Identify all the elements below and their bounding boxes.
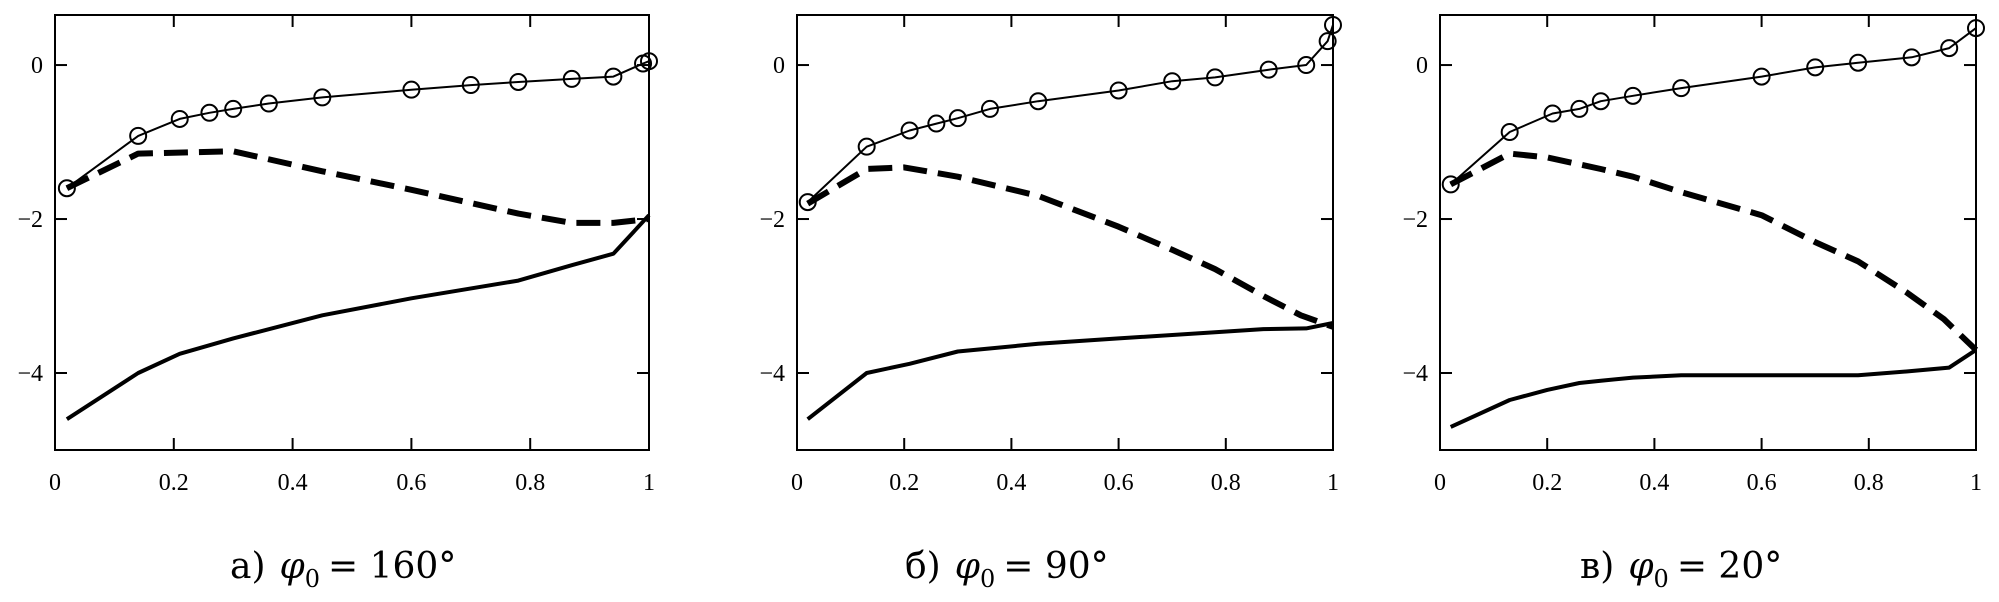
series-line-dashed (1449, 150, 1979, 353)
x-tick-label: 0 (49, 470, 61, 496)
plot-frame (796, 14, 1334, 451)
series-point-circle (1623, 86, 1642, 105)
series-point-circle (1806, 58, 1825, 77)
x-tick-label: 0.4 (996, 470, 1026, 496)
y-tick-label: −4 (759, 361, 785, 387)
caption-subscript: 0 (305, 565, 320, 593)
panel-caption: б) φ0 = 90° (905, 546, 1109, 593)
series-point-circle (1441, 175, 1460, 194)
chart-panel-1: 0 0.2 0.4 0.6 0.8 10−2−4а) φ0 = 160° (17, 14, 658, 593)
caption-prefix: в) (1580, 546, 1614, 587)
series-point-circle (980, 99, 999, 118)
caption-variable: φ (1628, 546, 1654, 587)
series-point-circle (1029, 92, 1048, 111)
x-tick-label: 0.4 (1639, 470, 1669, 496)
series-line-solid (806, 321, 1334, 421)
y-tick-label: −4 (17, 361, 43, 387)
x-tick-label: 0.6 (396, 470, 426, 496)
series-point-circle (1902, 48, 1921, 67)
y-tick-label: −4 (1402, 361, 1428, 387)
series-point-circle (313, 88, 332, 107)
caption-subscript: 0 (980, 565, 995, 593)
series-point-circle (200, 103, 219, 122)
caption-variable: φ (280, 546, 306, 587)
caption-value: = 20° (1677, 546, 1782, 587)
y-tick-label: 0 (1416, 53, 1428, 79)
series-point-circle (1570, 99, 1589, 118)
series-point-circle (402, 80, 421, 99)
series-point-circle (1849, 53, 1868, 72)
series-point-circle (1297, 56, 1316, 75)
series-point-circle (259, 94, 278, 113)
series-point-circle (170, 109, 189, 128)
series-line-circles (66, 60, 650, 190)
series-line-dashed (65, 148, 650, 226)
series-line-solid (65, 213, 651, 421)
series-point-circle (1500, 123, 1519, 142)
series-line-solid (1449, 348, 1978, 429)
y-tick-label: −2 (17, 207, 43, 233)
x-tick-label: 0.6 (1104, 470, 1134, 496)
series-point-circle (1672, 79, 1691, 98)
series-point-circle (927, 114, 946, 133)
series-point-circle (604, 67, 623, 86)
series-point-circle (1163, 72, 1182, 91)
panel-caption: а) φ0 = 160° (230, 546, 456, 593)
series-point-circle (640, 52, 658, 71)
x-tick-label: 0.2 (889, 470, 919, 496)
y-tick-label: 0 (31, 53, 43, 79)
series-point-circle (1543, 104, 1562, 123)
series-point-circle (1324, 16, 1342, 35)
series-point-circle (1940, 39, 1959, 58)
series-point-circle (1318, 32, 1337, 51)
y-tick-label: −2 (1402, 207, 1428, 233)
series-point-circle (1259, 60, 1278, 79)
x-tick-label: 0.4 (278, 470, 308, 496)
caption-prefix: б) (905, 546, 941, 587)
series-point-circle (948, 109, 967, 128)
panel-caption: в) φ0 = 20° (1580, 546, 1782, 593)
series-point-circle (857, 137, 876, 156)
chart-panel-3: 0 0.2 0.4 0.6 0.8 10−2−4в) φ0 = 20° (1402, 14, 1985, 593)
x-tick-label: 1 (1327, 470, 1339, 496)
series-point-circle (224, 99, 243, 118)
series-point-circle (509, 72, 528, 91)
y-tick-label: −2 (759, 207, 785, 233)
series-point-circle (461, 76, 480, 95)
x-tick-label: 1 (643, 470, 655, 496)
x-tick-label: 0.8 (1211, 470, 1241, 496)
series-point-circle (900, 121, 919, 140)
caption-subscript: 0 (1654, 565, 1669, 593)
caption-variable: φ (955, 546, 981, 587)
caption-value: = 90° (1003, 546, 1108, 587)
series-point-circle (1967, 19, 1985, 38)
x-tick-label: 0.2 (159, 470, 189, 496)
series-line-circles (1450, 27, 1977, 186)
x-tick-label: 0.2 (1532, 470, 1562, 496)
series-line-dashed (806, 164, 1335, 330)
x-tick-label: 0.8 (1854, 470, 1884, 496)
series-point-circle (1591, 92, 1610, 111)
x-tick-label: 0.6 (1747, 470, 1777, 496)
y-tick-label: 0 (773, 53, 785, 79)
series-point-circle (1206, 68, 1225, 87)
caption-value: = 160° (328, 546, 456, 587)
series-point-circle (1109, 81, 1128, 100)
x-tick-label: 0 (791, 470, 803, 496)
chart-panel-2: 0 0.2 0.4 0.6 0.8 10−2−4б) φ0 = 90° (759, 14, 1342, 593)
series-point-circle (1752, 67, 1771, 86)
plot-frame (54, 14, 650, 451)
caption-prefix: а) (230, 546, 266, 587)
series-point-circle (57, 179, 76, 198)
x-tick-label: 1 (1970, 470, 1982, 496)
x-tick-label: 0.8 (515, 470, 545, 496)
series-point-circle (562, 69, 581, 88)
series-point-circle (129, 126, 148, 145)
series-line-circles (807, 24, 1334, 203)
plot-frame (1439, 14, 1977, 451)
x-tick-label: 0 (1434, 470, 1446, 496)
